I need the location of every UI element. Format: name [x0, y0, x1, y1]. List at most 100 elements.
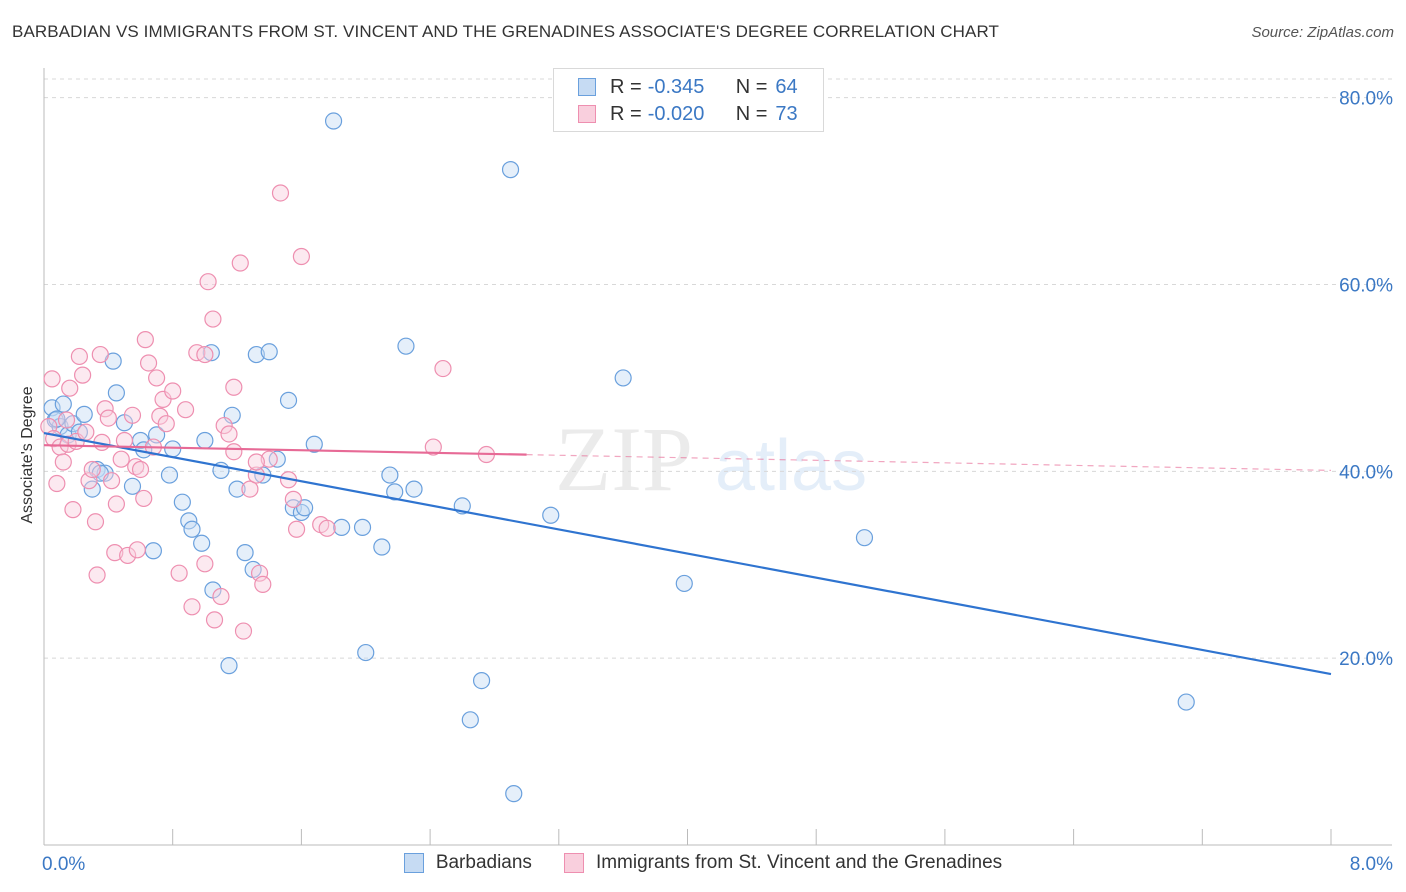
barbadian-point [183, 520, 201, 538]
immigrant-point [70, 347, 88, 366]
immigrant-point [139, 354, 158, 372]
x-tick-label: 0.0% [42, 854, 85, 875]
immigrant-point [164, 382, 182, 400]
barbadian-point [675, 574, 693, 593]
legend: Barbadians Immigrants from St. Vincent a… [0, 852, 1406, 874]
barbadian-trend-line [43, 431, 1332, 676]
immigrant-point [247, 453, 265, 471]
immigrant-point [48, 474, 66, 493]
immigrant-point [231, 254, 249, 272]
tick-labels: 20.0% 40.0% 60.0% 80.0% 0.0% 8.0% [42, 89, 1393, 875]
barbadian-point [353, 518, 372, 536]
immigrant-point [54, 453, 72, 471]
r-value: -0.020 [647, 102, 705, 125]
immigrant-point [241, 480, 259, 498]
barbadian-point [357, 643, 375, 662]
stats-row-barbadians: R = -0.345 N = 64 [578, 74, 798, 100]
immigrant-trend-extension [526, 454, 1332, 472]
r-label: R = [610, 102, 642, 125]
immigrant-point [250, 564, 269, 582]
barbadian-point [260, 343, 278, 361]
immigrant-point [220, 425, 238, 443]
barbadian-point [144, 542, 162, 560]
barbadian-point [107, 384, 125, 402]
barbadian-point [228, 480, 246, 498]
immigrant-point [204, 310, 222, 328]
n-label: N = [735, 102, 768, 125]
legend-item-barbadians[interactable]: Barbadians [403, 852, 532, 874]
immigrant-point [271, 184, 290, 202]
immigrant-point [157, 415, 175, 433]
immigrant-point [57, 411, 76, 429]
data-points [40, 112, 1195, 803]
barbadian-point [193, 534, 211, 552]
legend-label: Barbadians [435, 852, 532, 873]
immigrant-point [254, 575, 272, 593]
immigrant-point [74, 366, 92, 384]
immigrant-point [170, 564, 188, 582]
stats-row-immigrants: R = -0.020 N = 73 [578, 101, 798, 127]
barbadian-point [324, 112, 343, 130]
barbadian-point [1177, 693, 1195, 711]
barbadian-point [501, 161, 520, 179]
barbadian-point [202, 344, 220, 362]
immigrant-point [234, 622, 253, 640]
immigrant-point [176, 401, 195, 419]
barbadian-point [855, 529, 874, 547]
immigrant-point [61, 379, 79, 397]
barbadian-point [292, 503, 310, 522]
barbadian-point [196, 431, 214, 450]
barbadian-point [397, 337, 415, 355]
stats-swatch-immigrants [578, 105, 596, 123]
immigrant-point [434, 359, 452, 378]
immigrant-point [260, 450, 278, 468]
immigrant-point [86, 513, 105, 531]
immigrant-point [102, 472, 121, 490]
chart-title: BARBADIAN VS IMMIGRANTS FROM ST. VINCENT… [12, 22, 1000, 41]
barbadian-point [173, 493, 191, 511]
trend-lines [43, 431, 1332, 676]
immigrant-point [107, 495, 125, 513]
immigrant-point [106, 544, 124, 562]
barbadian-point [164, 440, 182, 458]
barbadian-point [505, 785, 523, 803]
barbadian-point [472, 671, 491, 690]
barbadian-point [405, 480, 423, 498]
immigrant-point [64, 501, 82, 519]
legend-item-immigrants[interactable]: Immigrants from St. Vincent and the Gren… [563, 852, 1003, 874]
barbadian-point [160, 466, 179, 484]
immigrant-point [424, 438, 442, 456]
immigrant-point [292, 247, 310, 266]
legend-swatch-immigrants [563, 853, 584, 873]
barbadian-point [75, 405, 93, 423]
immigrant-point [215, 416, 233, 435]
y-tick-label: 80.0% [1339, 89, 1393, 110]
immigrant-point [318, 519, 336, 537]
barbadian-point [305, 435, 323, 453]
stats-swatch-barbadians [578, 78, 596, 96]
immigrant-point [212, 587, 230, 606]
n-value: 64 [775, 75, 798, 98]
barbadian-point [333, 518, 351, 536]
legend-label: Immigrants from St. Vincent and the Gren… [595, 852, 1003, 873]
immigrant-point [284, 490, 302, 508]
barbadian-point [373, 538, 391, 556]
r-value: -0.345 [647, 75, 705, 98]
immigrant-point [196, 345, 214, 364]
immigrant-point [96, 400, 114, 418]
barbadian-point [54, 395, 72, 413]
immigrant-point [205, 611, 224, 629]
barbadian-point [123, 477, 142, 495]
barbadian-point [220, 657, 238, 675]
immigrant-point [135, 489, 153, 508]
immigrant-point [99, 409, 117, 427]
barbadian-point [461, 711, 479, 729]
immigrant-point [196, 555, 214, 573]
immigrant-point [88, 566, 106, 584]
immigrant-trend-line [43, 444, 527, 456]
immigrant-point [287, 520, 306, 538]
immigrant-point [83, 460, 101, 479]
stats-box: R = -0.345 N = 64 R = -0.020 N = 73 [553, 68, 824, 132]
y-tick-label: 20.0% [1339, 649, 1393, 670]
